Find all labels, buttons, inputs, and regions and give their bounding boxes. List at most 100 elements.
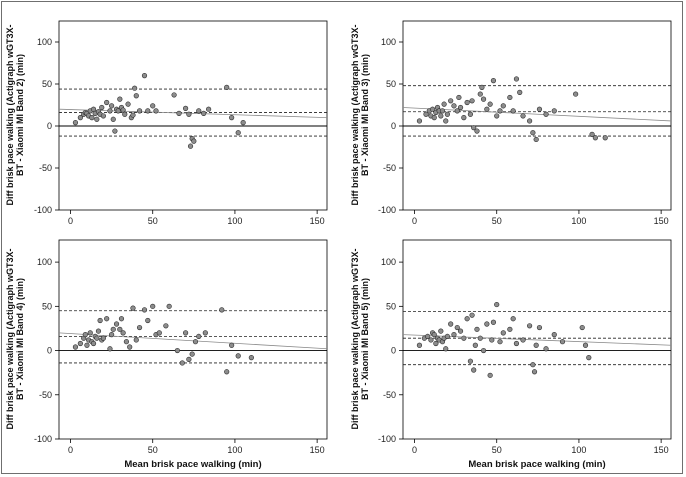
data-point xyxy=(461,114,467,121)
data-point xyxy=(461,335,467,341)
y-tick-label: -100 xyxy=(34,205,52,215)
data-point xyxy=(110,116,116,122)
y-axis-label-line: BT - Xiaomi MI Band 5) (min) xyxy=(360,278,370,400)
y-tick-label: 0 xyxy=(391,346,396,356)
data-point xyxy=(429,106,436,112)
data-point xyxy=(166,303,172,309)
data-point xyxy=(77,340,83,347)
data-point xyxy=(179,360,185,366)
y-tick-label: 50 xyxy=(42,301,52,311)
data-point xyxy=(510,316,516,322)
y-tick-label: -100 xyxy=(378,205,396,215)
x-tick-label: 0 xyxy=(68,216,73,226)
data-point xyxy=(477,91,483,97)
data-point xyxy=(487,372,493,378)
data-point xyxy=(416,342,423,348)
data-point xyxy=(219,307,225,313)
data-point xyxy=(141,307,148,313)
data-point xyxy=(474,326,480,332)
y-axis-label-line: Diff brisk pace walking (Actigraph wGT3X… xyxy=(350,248,360,429)
data-point xyxy=(192,339,199,345)
y-tick-label: -50 xyxy=(39,163,52,173)
data-point xyxy=(196,108,202,114)
data-point xyxy=(451,103,457,109)
data-point xyxy=(94,335,100,341)
data-point xyxy=(240,120,246,126)
data-point xyxy=(187,143,194,149)
data-point xyxy=(443,118,449,124)
data-point xyxy=(130,305,136,311)
data-point xyxy=(107,346,113,352)
data-point xyxy=(551,332,557,338)
data-point xyxy=(117,326,123,332)
data-point xyxy=(573,91,579,97)
data-point xyxy=(433,340,439,347)
data-point xyxy=(229,114,235,121)
data-point xyxy=(543,346,549,352)
y-tick-label: -100 xyxy=(34,434,52,444)
data-point xyxy=(120,330,126,336)
x-tick-label: 0 xyxy=(412,445,417,455)
data-point xyxy=(467,111,474,117)
data-point xyxy=(536,324,543,331)
data-point xyxy=(457,104,464,111)
y-tick-label: 100 xyxy=(37,257,52,267)
data-point xyxy=(527,323,533,329)
data-point xyxy=(133,93,139,99)
plot-area xyxy=(58,20,328,211)
x-tick-label: 50 xyxy=(148,445,158,455)
plot-area xyxy=(402,20,672,211)
data-point xyxy=(513,340,520,347)
data-point xyxy=(469,312,475,318)
data-point xyxy=(586,355,592,361)
y-tick-label: 100 xyxy=(37,37,52,47)
x-tick-label: 150 xyxy=(654,445,669,455)
data-point xyxy=(507,326,513,332)
data-point xyxy=(84,342,90,348)
data-point xyxy=(132,85,138,91)
data-point xyxy=(582,342,589,348)
data-point xyxy=(431,332,437,338)
data-point xyxy=(471,367,477,373)
data-point xyxy=(123,339,130,345)
y-axis-label: Diff brisk pace walking (Actigraph wGT3X… xyxy=(5,24,25,205)
data-point xyxy=(104,99,110,106)
data-point xyxy=(477,335,483,341)
data-point xyxy=(531,369,538,375)
data-point xyxy=(72,120,79,126)
data-point xyxy=(201,110,207,116)
data-point xyxy=(425,333,431,340)
data-point xyxy=(191,138,197,144)
data-point xyxy=(423,111,429,117)
data-point xyxy=(163,323,169,329)
data-point xyxy=(517,89,523,95)
data-point xyxy=(125,101,131,107)
data-point xyxy=(484,321,490,327)
data-point xyxy=(82,332,88,338)
x-tick-label: 150 xyxy=(310,445,325,455)
data-point xyxy=(500,103,506,109)
data-point xyxy=(235,353,241,359)
data-point xyxy=(186,356,192,363)
data-point xyxy=(174,347,180,354)
data-point xyxy=(72,344,79,350)
data-point xyxy=(536,106,543,112)
x-tick-label: 0 xyxy=(68,445,73,455)
data-point xyxy=(186,111,192,117)
y-tick-label: 50 xyxy=(386,79,396,89)
data-point xyxy=(196,333,202,340)
panel-2: -100 -50 0 50 100 0 50 100 150 Diff brisk pace wa… xyxy=(350,20,672,226)
data-point xyxy=(89,114,95,121)
data-point xyxy=(115,108,121,114)
y-axis-label-line: Diff brisk pace walking (Actigraph wGT3X… xyxy=(350,24,360,205)
data-point xyxy=(438,328,444,334)
data-point xyxy=(507,94,513,101)
data-point xyxy=(150,103,156,109)
y-axis-label-line: BT - Xiaomi MI Band 2) (min) xyxy=(15,54,25,176)
data-point xyxy=(94,116,100,122)
data-point xyxy=(113,321,120,327)
data-point xyxy=(145,317,151,324)
data-point xyxy=(117,96,123,102)
data-point xyxy=(530,130,536,136)
